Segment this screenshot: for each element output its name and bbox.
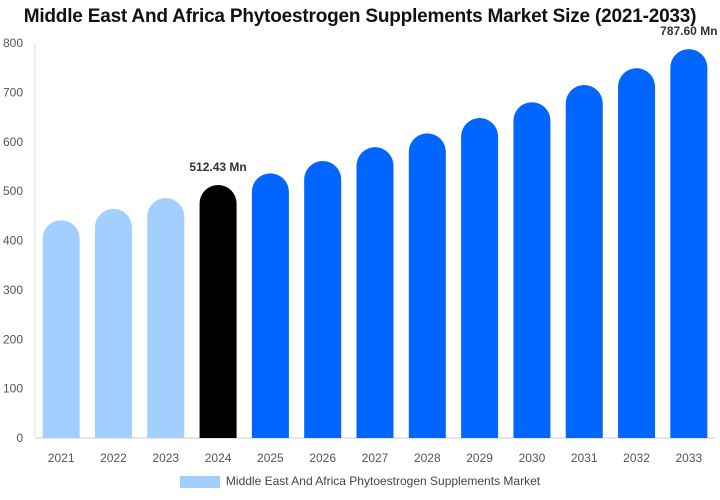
y-tick-label: 100 xyxy=(3,382,23,396)
bar-2024 xyxy=(199,184,237,438)
legend-label: Middle East And Africa Phytoestrogen Sup… xyxy=(225,474,541,488)
legend-swatch xyxy=(179,475,220,488)
bar-2023 xyxy=(147,198,185,438)
x-tick-label: 2024 xyxy=(205,451,232,465)
bar-2032 xyxy=(618,68,656,439)
bar-2027 xyxy=(356,147,394,438)
bar-2025 xyxy=(251,173,289,438)
legend: Middle East And Africa Phytoestrogen Sup… xyxy=(0,474,720,488)
x-tick-label: 2032 xyxy=(623,451,650,465)
x-tick-label: 2025 xyxy=(257,451,284,465)
x-tick-label: 2022 xyxy=(100,451,127,465)
data-label: 512.43 Mn xyxy=(189,160,246,174)
x-tick-label: 2033 xyxy=(675,451,702,465)
x-tick-label: 2030 xyxy=(519,451,546,465)
bar-2022 xyxy=(94,208,132,438)
y-tick-label: 500 xyxy=(3,184,23,198)
bar-2028 xyxy=(408,133,446,438)
x-tick-label: 2028 xyxy=(414,451,441,465)
y-tick-label: 600 xyxy=(3,135,23,149)
y-tick-label: 0 xyxy=(16,431,23,445)
y-tick-label: 400 xyxy=(3,234,23,248)
chart-title: Middle East And Africa Phytoestrogen Sup… xyxy=(23,6,697,27)
x-tick-label: 2031 xyxy=(571,451,598,465)
y-tick-label: 200 xyxy=(3,332,23,346)
y-tick-label: 700 xyxy=(3,85,23,99)
bar-2033 xyxy=(670,49,708,439)
x-tick-label: 2026 xyxy=(309,451,336,465)
x-tick-label: 2029 xyxy=(466,451,493,465)
y-tick-label: 300 xyxy=(3,283,23,297)
data-label: 787.60 Mn xyxy=(660,24,717,38)
bar-2026 xyxy=(304,161,342,438)
bar-2030 xyxy=(513,102,551,438)
bar-2021 xyxy=(42,220,80,438)
bar-2029 xyxy=(461,118,499,438)
x-tick-label: 2021 xyxy=(48,451,75,465)
y-tick-label: 800 xyxy=(3,36,23,50)
bar-2031 xyxy=(565,84,603,438)
x-tick-label: 2023 xyxy=(152,451,179,465)
x-tick-label: 2027 xyxy=(362,451,389,465)
